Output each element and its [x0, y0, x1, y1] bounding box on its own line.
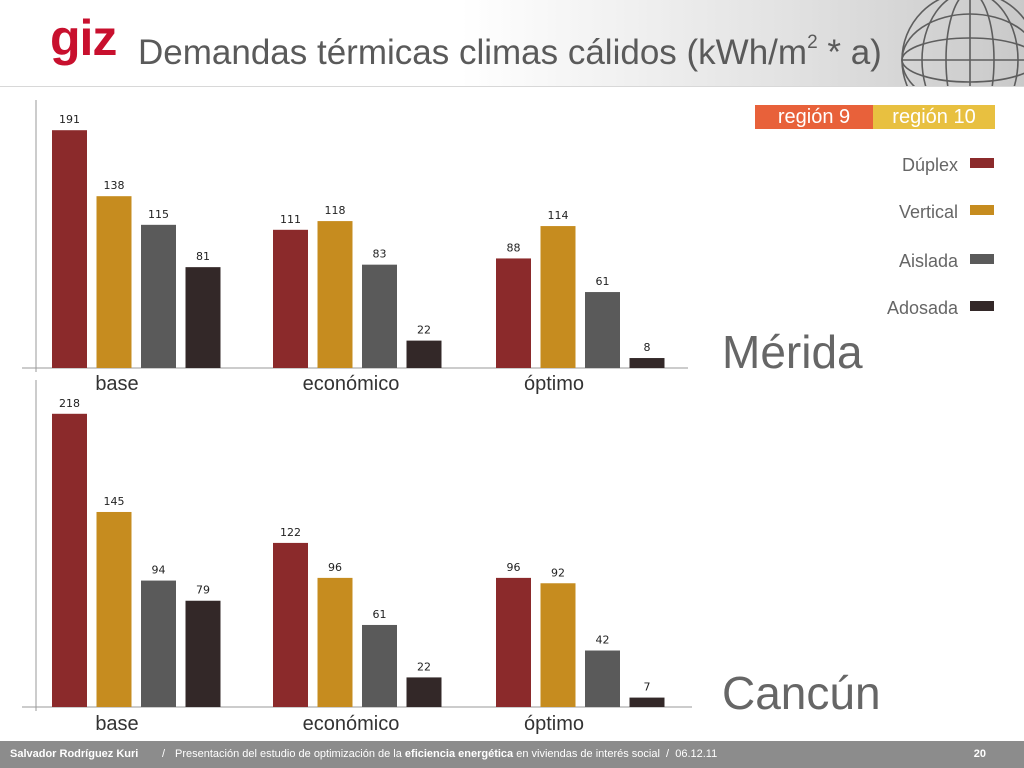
- category-label-cancun-1: económico: [303, 713, 400, 735]
- legend-item-vertical: Vertical: [899, 202, 994, 226]
- bar-cancun-0-1: [96, 511, 132, 707]
- bar-cancun-1-2: [362, 624, 397, 707]
- data-label-cancun-2-2: 42: [596, 634, 610, 647]
- category-label-cancun-2: óptimo: [524, 713, 584, 735]
- bar-cancun-1-3: [406, 677, 442, 707]
- header-bar: [0, 0, 1024, 86]
- bar-merida-1-2: [362, 264, 397, 368]
- data-label-merida-1-0: 111: [280, 213, 301, 226]
- footer-separator: /: [162, 748, 166, 760]
- data-label-merida-0-1: 138: [104, 179, 125, 192]
- footer-presentation-pre: Presentación del estudio de optimización…: [175, 748, 405, 760]
- region-chip-10: región 10: [873, 105, 995, 129]
- data-label-merida-0-2: 115: [148, 208, 169, 221]
- bar-cancun-2-3: [629, 697, 665, 707]
- city-label-merida: Mérida: [722, 326, 863, 378]
- bar-merida-1-0: [273, 229, 308, 368]
- footer-author: Salvador Rodríguez Kuri: [10, 748, 139, 760]
- category-label-merida-1: económico: [303, 373, 400, 395]
- bar-cancun-2-1: [540, 583, 576, 707]
- bar-cancun-0-3: [185, 600, 221, 707]
- bar-merida-2-1: [540, 226, 576, 368]
- footer-date-separator: /: [666, 748, 670, 760]
- data-label-merida-1-3: 22: [417, 324, 431, 337]
- data-label-cancun-1-3: 22: [417, 660, 431, 673]
- footer-presentation-bold: eficiencia energética: [404, 748, 514, 760]
- data-label-merida-0-3: 81: [196, 250, 210, 263]
- bar-merida-2-0: [496, 258, 531, 368]
- data-label-cancun-1-2: 61: [373, 608, 387, 621]
- category-label-cancun-0: base: [95, 713, 138, 735]
- data-label-cancun-2-1: 92: [551, 566, 565, 579]
- data-label-merida-2-3: 8: [644, 341, 651, 354]
- bar-merida-0-3: [185, 267, 221, 368]
- data-label-cancun-0-3: 79: [196, 584, 210, 597]
- bar-merida-2-2: [585, 292, 620, 368]
- bar-merida-1-3: [406, 340, 442, 368]
- data-label-merida-2-1: 114: [548, 209, 569, 222]
- bar-cancun-1-1: [317, 577, 353, 707]
- bar-cancun-2-0: [496, 577, 531, 707]
- bar-merida-0-2: [141, 224, 176, 368]
- page-title: Demandas térmicas climas cálidos (kWh/m2…: [138, 22, 882, 74]
- legend-item-aislada: Aislada: [899, 251, 994, 275]
- bar-cancun-0-2: [141, 580, 176, 707]
- bar-merida-1-1: [317, 221, 353, 368]
- legend-swatch-duplex: [970, 158, 994, 168]
- data-label-merida-1-1: 118: [325, 204, 346, 217]
- title-text: Demandas térmicas climas cálidos (kWh/m: [138, 33, 808, 72]
- bar-cancun-2-2: [585, 650, 620, 707]
- bar-merida-0-0: [52, 130, 87, 368]
- globe-icon: [901, 0, 1024, 86]
- bar-cancun-0-0: [52, 413, 87, 707]
- legend-label-adosada: Adosada: [886, 298, 958, 318]
- data-label-merida-2-0: 88: [507, 241, 521, 254]
- giz-logo: giz: [50, 10, 117, 66]
- legend-swatch-vertical: [970, 205, 994, 215]
- title-end: * a): [817, 33, 882, 72]
- data-label-cancun-0-2: 94: [152, 564, 166, 577]
- data-label-merida-2-2: 61: [596, 275, 610, 288]
- data-label-cancun-1-0: 122: [280, 526, 301, 539]
- footer-bar: Salvador Rodríguez Kuri / Presentación d…: [0, 741, 1024, 768]
- data-label-cancun-1-1: 96: [328, 561, 342, 574]
- legend-label-aislada: Aislada: [898, 251, 958, 271]
- charts-area: 191 138 115 81 base 111 118 83 22 económico 88 114 6…: [22, 100, 692, 735]
- bar-merida-2-3: [629, 358, 665, 368]
- data-label-merida-1-2: 83: [373, 248, 387, 261]
- title-superscript: 2: [807, 32, 818, 53]
- data-label-cancun-0-0: 218: [59, 397, 80, 410]
- legend-label-duplex: Dúplex: [901, 155, 958, 175]
- category-label-merida-0: base: [95, 373, 138, 395]
- page-number: 20: [973, 748, 986, 760]
- footer-presentation: Presentación del estudio de optimización…: [175, 741, 717, 768]
- footer-presentation-post: en viviendas de interés social: [513, 748, 660, 760]
- category-label-merida-2: óptimo: [524, 373, 584, 395]
- legend-swatch-aislada: [970, 254, 994, 264]
- data-label-cancun-2-0: 96: [507, 561, 521, 574]
- legend-item-adosada: Adosada: [887, 298, 994, 322]
- footer-date: 06.12.11: [675, 748, 718, 760]
- data-label-cancun-0-1: 145: [104, 495, 125, 508]
- data-label-merida-0-0: 191: [59, 113, 80, 126]
- legend-swatch-adosada: [970, 301, 994, 311]
- region-chip-9: región 9: [755, 105, 873, 129]
- city-label-cancun: Cancún: [722, 667, 881, 719]
- bar-merida-0-1: [96, 196, 132, 368]
- legend-label-vertical: Vertical: [898, 202, 958, 222]
- data-label-cancun-2-3: 7: [644, 681, 651, 694]
- bar-cancun-1-0: [273, 542, 308, 707]
- legend-item-duplex: Dúplex: [902, 155, 994, 179]
- header-divider: [0, 86, 1024, 87]
